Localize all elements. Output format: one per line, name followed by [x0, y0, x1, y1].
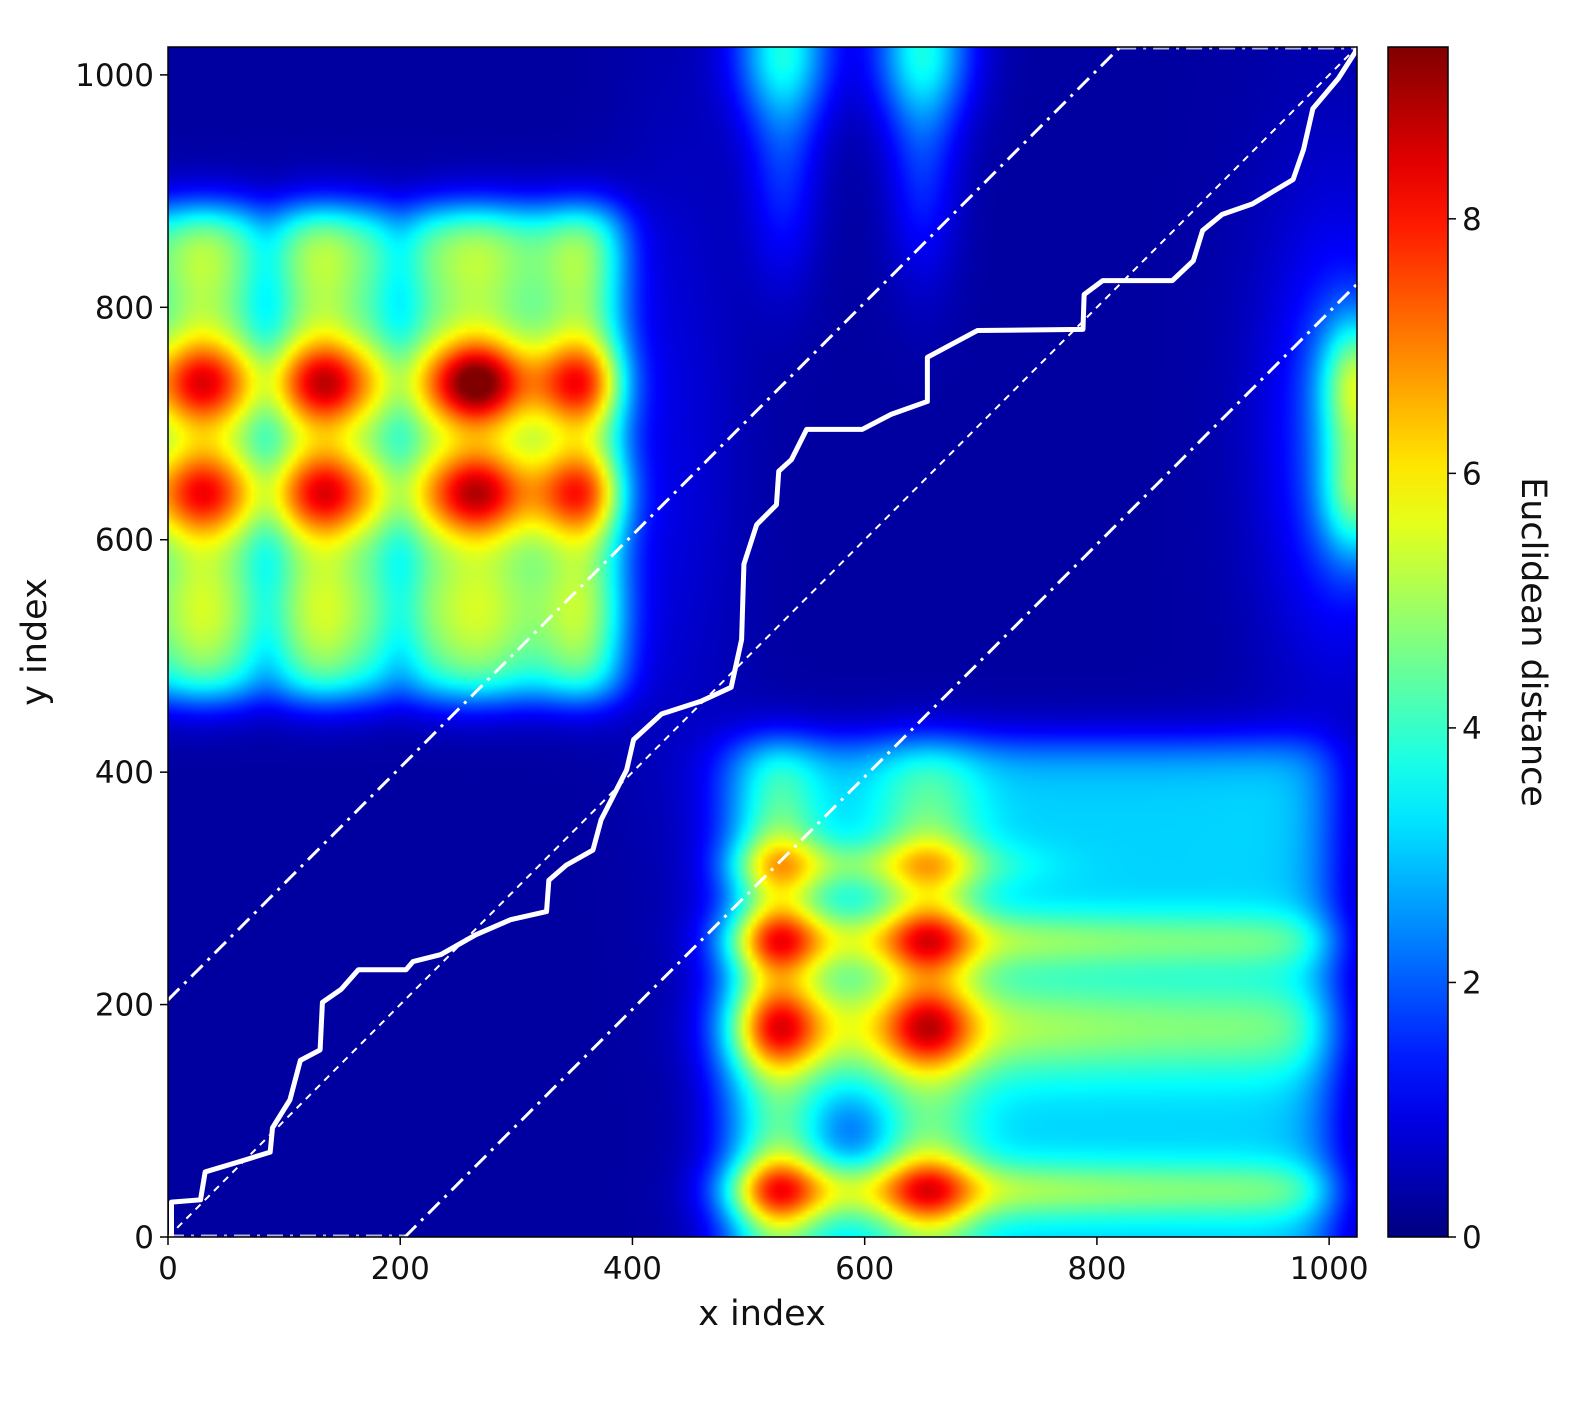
window-upper-boundary — [168, 47, 1122, 1001]
x-axis: 0 200 400 600 800 1000 — [158, 1237, 1369, 1287]
heatmap-image — [168, 47, 1357, 1237]
x-tick-label: 200 — [371, 1251, 430, 1287]
y-tick-label: 800 — [95, 290, 154, 326]
x-tick-label: 0 — [158, 1251, 178, 1287]
colorbar-tick-label: 2 — [1462, 965, 1482, 1001]
colorbar-label: Euclidean distance — [1513, 477, 1553, 807]
plot-overlay — [168, 47, 1357, 1237]
warping-path-line — [168, 47, 1357, 1237]
colorbar-tick-label: 0 — [1462, 1220, 1482, 1256]
y-tick-label: 600 — [95, 523, 154, 559]
colorbar-tick-label: 6 — [1462, 456, 1482, 492]
x-axis-label: x index — [698, 1294, 826, 1334]
colorbar-ticks: 0 2 4 6 8 — [1448, 202, 1482, 1256]
x-tick-label: 1000 — [1290, 1251, 1369, 1287]
y-tick-label: 1000 — [75, 58, 154, 94]
x-tick-label: 400 — [603, 1251, 662, 1287]
x-tick-label: 600 — [835, 1251, 894, 1287]
colorbar-tick-label: 4 — [1462, 711, 1482, 747]
x-tick-label: 800 — [1067, 1251, 1126, 1287]
y-axis: 0 200 400 600 800 1000 — [75, 58, 168, 1256]
colorbar — [1387, 46, 1449, 1238]
y-tick-label: 0 — [134, 1220, 154, 1256]
window-lower-boundary — [403, 283, 1357, 1237]
y-tick-label: 200 — [95, 988, 154, 1024]
y-axis-label: y index — [15, 578, 55, 706]
y-tick-label: 400 — [95, 755, 154, 791]
colorbar-tick-label: 8 — [1462, 202, 1482, 238]
plot-frame — [167, 46, 1358, 1238]
